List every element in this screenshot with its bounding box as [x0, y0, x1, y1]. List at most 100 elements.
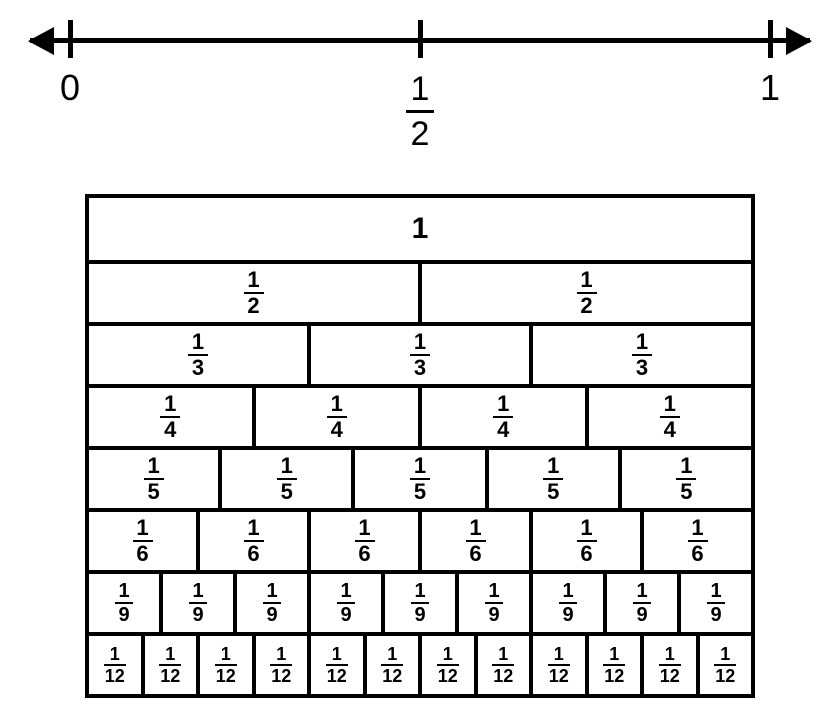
fraction-wall-cell: 19	[529, 574, 603, 632]
fraction-cell-label: 112	[215, 645, 237, 685]
fraction-wall-cell: 112	[196, 636, 252, 694]
fraction-cell-label: 19	[189, 581, 207, 625]
fraction-denominator: 9	[636, 605, 647, 625]
fraction-wall-row: 161616161616	[89, 508, 751, 570]
fraction-wall-cell: 19	[677, 574, 751, 632]
fraction-wall-cell: 19	[307, 574, 381, 632]
fraction-cell-label: 15	[144, 455, 164, 503]
fraction-denominator: 2	[247, 295, 259, 317]
fraction-numerator: 1	[497, 393, 509, 415]
fraction-wall-cell: 112	[474, 636, 530, 694]
fraction-numerator: 1	[664, 393, 676, 415]
fraction-numerator: 1	[691, 517, 703, 539]
fraction-numerator: 1	[710, 581, 721, 601]
fraction-wall-cell: 12	[89, 264, 418, 322]
fraction-numerator: 1	[247, 269, 259, 291]
fraction-wall-cell: 14	[418, 388, 585, 446]
fraction-wall-cell: 112	[252, 636, 308, 694]
fraction-numerator: 1	[547, 455, 559, 477]
fraction-denominator: 12	[271, 667, 291, 685]
fraction-numerator: 1	[680, 455, 692, 477]
fraction-wall-cell: 112	[418, 636, 474, 694]
fraction-cell-label: 112	[548, 645, 570, 685]
fraction-wall-cell: 16	[89, 512, 196, 570]
fraction-numerator: 1	[164, 393, 176, 415]
fraction-cell-label: 112	[492, 645, 514, 685]
fraction-bar	[406, 110, 434, 113]
number-line-label: 1	[760, 70, 780, 106]
fraction-wall-cell: 19	[603, 574, 677, 632]
fraction-cell-label: 112	[381, 645, 403, 685]
fraction-numerator: 1	[443, 645, 453, 663]
fraction-denominator: 4	[497, 419, 509, 441]
fraction-wall-row: 1515151515	[89, 446, 751, 508]
fraction-numerator: 1	[580, 517, 592, 539]
fraction-numerator: 1	[720, 645, 730, 663]
fraction-denominator: 9	[562, 605, 573, 625]
fraction-numerator: 1	[387, 645, 397, 663]
fraction-cell-label: 14	[660, 393, 680, 441]
fraction-cell-label: 112	[714, 645, 736, 685]
fraction-label: 12	[406, 72, 434, 151]
fraction-wall-cell: 16	[196, 512, 307, 570]
fraction-wall-cell: 15	[351, 450, 484, 508]
fraction-cell-label: 16	[355, 517, 375, 565]
fraction-denominator: 12	[216, 667, 236, 685]
fraction-denominator: 2	[580, 295, 592, 317]
fraction-wall-cell: 112	[307, 636, 363, 694]
fraction-wall-cell: 13	[307, 326, 529, 384]
fraction-wall-cell: 13	[89, 326, 307, 384]
fraction-numerator: 1	[358, 517, 370, 539]
fraction-denominator: 12	[105, 667, 125, 685]
fraction-cell-label: 16	[133, 517, 153, 565]
fraction-cell-label: 13	[188, 331, 208, 379]
fraction-denominator: 5	[414, 481, 426, 503]
fraction-numerator: 1	[332, 645, 342, 663]
fraction-wall-cell: 19	[233, 574, 307, 632]
tick-label-text: 0	[60, 67, 80, 108]
fraction-denominator: 3	[636, 357, 648, 379]
fraction-denominator: 6	[691, 543, 703, 565]
fraction-denominator: 4	[164, 419, 176, 441]
fraction-numerator: 1	[340, 581, 351, 601]
fraction-denominator: 12	[493, 667, 513, 685]
fraction-numerator: 1	[665, 645, 675, 663]
fraction-denominator: 6	[136, 543, 148, 565]
fraction-numerator: 1	[247, 517, 259, 539]
fraction-denominator: 4	[664, 419, 676, 441]
fraction-numerator: 1	[636, 581, 647, 601]
fraction-denominator: 6	[580, 543, 592, 565]
fraction-numerator: 1	[266, 581, 277, 601]
fraction-numerator: 1	[331, 393, 343, 415]
fraction-wall-cell: 112	[529, 636, 585, 694]
fraction-wall-row: 1212	[89, 260, 751, 322]
number-line-tick	[768, 20, 773, 58]
fraction-wall-cell: 112	[696, 636, 752, 694]
fraction-wall-cell: 112	[585, 636, 641, 694]
fraction-denominator: 4	[331, 419, 343, 441]
fraction-cell-label: 112	[270, 645, 292, 685]
fraction-wall-cell: 16	[640, 512, 751, 570]
tick-label-text: 1	[760, 67, 780, 108]
fraction-denominator: 6	[469, 543, 481, 565]
fraction-wall-row: 14141414	[89, 384, 751, 446]
fraction-cell-label: 14	[160, 393, 180, 441]
fraction-cell-label: 12	[577, 269, 597, 317]
fraction-numerator: 1	[276, 645, 286, 663]
fraction-cell-label: 14	[493, 393, 513, 441]
fraction-denominator: 5	[547, 481, 559, 503]
fraction-denominator: 9	[266, 605, 277, 625]
fraction-cell-label: 14	[327, 393, 347, 441]
fraction-denominator: 12	[438, 667, 458, 685]
fraction-denominator: 6	[358, 543, 370, 565]
fraction-wall-row: 1	[89, 198, 751, 260]
whole-label: 1	[412, 212, 429, 246]
fraction-cell-label: 13	[632, 331, 652, 379]
fraction-cell-label: 19	[337, 581, 355, 625]
number-line-tick	[418, 20, 423, 58]
fraction-numerator: 1	[411, 72, 430, 106]
fraction-denominator: 12	[160, 667, 180, 685]
fraction-wall-cell: 16	[418, 512, 529, 570]
fraction-cell-label: 112	[603, 645, 625, 685]
fraction-denominator: 12	[327, 667, 347, 685]
